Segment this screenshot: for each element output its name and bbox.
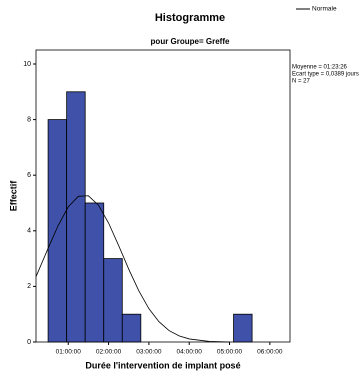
legend-label: Normale [312, 6, 337, 13]
bar [233, 313, 253, 343]
bar [47, 119, 68, 343]
chart-title: Histogramme [155, 12, 225, 24]
bar [66, 91, 86, 343]
bar [84, 202, 105, 343]
y-tick-label: 8 [27, 116, 31, 123]
x-tick-label: 01:00:00 [56, 349, 82, 356]
stats-text: Ecart type = 0,0389 jours [292, 72, 359, 78]
bar [121, 313, 142, 343]
x-tick-label: 04:00:00 [177, 349, 203, 356]
x-axis-label: Durée l'intervention de implant posé [85, 360, 240, 370]
y-tick-label: 10 [23, 61, 31, 68]
x-tick-label: 06:00:00 [257, 349, 283, 356]
chart-subtitle: pour Groupe= Greffe [151, 37, 230, 46]
stats-text: N = 27 [292, 79, 311, 85]
normal-curve [35, 195, 230, 343]
y-tick-label: 2 [27, 283, 31, 290]
y-tick-label: 4 [27, 228, 31, 235]
x-tick-label: 02:00:00 [96, 349, 122, 356]
bar [103, 258, 123, 343]
y-tick-label: 0 [27, 339, 31, 346]
y-tick-label: 6 [27, 172, 31, 179]
stats-text: Moyenne = 01:23:26 [292, 65, 348, 71]
y-axis-label: Effectif [8, 180, 18, 212]
x-tick-label: 03:00:00 [136, 349, 162, 356]
x-tick-label: 05:00:00 [217, 349, 243, 356]
